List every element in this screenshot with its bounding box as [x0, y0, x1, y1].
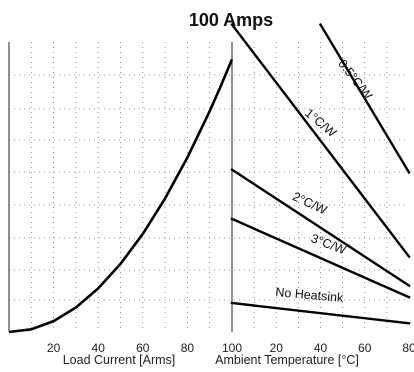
series-labels: 0.5°C/W1°C/W2°C/W3°C/WNo Heatsink — [275, 57, 375, 305]
grid — [9, 42, 409, 332]
x-tick-left-2: 60 — [136, 341, 150, 355]
series-label-0: 0.5°C/W — [335, 57, 375, 103]
x-tick-right-2: 60 — [358, 341, 372, 355]
series-line-3 — [230, 217, 411, 299]
x-tick-left-1: 40 — [92, 341, 106, 355]
x-tick-right-3: 80 — [402, 341, 414, 355]
x-axis-label-ambient-temperature: Ambient Temperature [°C] — [215, 353, 359, 367]
series-line-1 — [230, 22, 411, 259]
x-tick-left-4: 100 — [222, 341, 242, 355]
x-ticks-ambient-temperature: 20 40 60 80 — [270, 341, 414, 355]
x-tick-right-0: 20 — [270, 341, 284, 355]
x-tick-left-0: 20 — [47, 341, 61, 355]
series-label-2: 2°C/W — [290, 189, 329, 217]
series-heatsink-lines — [230, 22, 411, 325]
series-line-load-current — [8, 58, 234, 334]
series-line-4 — [230, 301, 411, 325]
x-tick-right-1: 40 — [314, 341, 328, 355]
series-line-2 — [230, 167, 411, 288]
series-load-current-curve — [8, 58, 234, 334]
x-ticks-load-current: 20 40 60 80 100 — [47, 341, 242, 355]
x-axis-label-load-current: Load Current [Arms] — [63, 353, 176, 367]
series-label-3: 3°C/W — [309, 231, 348, 257]
chart-title: 100 Amps — [189, 10, 273, 30]
x-tick-left-3: 80 — [181, 341, 195, 355]
series-label-4: No Heatsink — [275, 285, 345, 305]
series-line-0 — [318, 22, 411, 175]
